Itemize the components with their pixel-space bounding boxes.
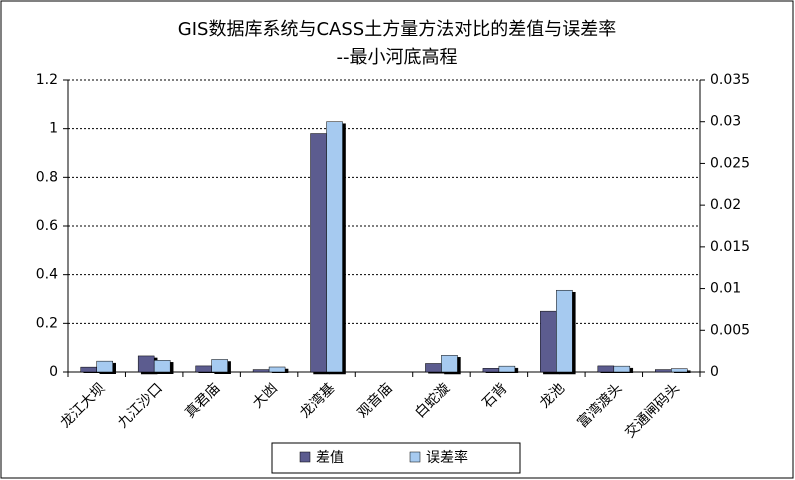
legend-swatch	[299, 451, 311, 463]
bar	[597, 365, 615, 373]
legend-swatch	[409, 451, 421, 463]
y2-tick-label: 0	[710, 364, 719, 380]
bar	[80, 366, 97, 373]
y-tick-label: 1	[49, 121, 58, 137]
bar	[252, 369, 270, 373]
bar	[195, 365, 212, 373]
y-tick-label: 0.2	[36, 315, 58, 331]
bar	[671, 368, 688, 373]
bar	[441, 355, 458, 373]
bar	[556, 289, 573, 373]
bar	[310, 133, 327, 373]
bar	[137, 355, 155, 373]
bar	[540, 310, 557, 373]
y2-tick-label: 0.035	[710, 72, 750, 88]
bar	[96, 360, 113, 373]
y2-tick-label: 0.015	[710, 239, 750, 255]
bar	[153, 360, 171, 373]
chart-title: GIS数据库系统与CASS土方量方法对比的差值与误差率	[178, 19, 616, 40]
bar	[268, 366, 286, 373]
bar	[326, 121, 343, 373]
y-tick-label: 0.4	[36, 267, 58, 283]
y2-tick-label: 0.01	[710, 281, 741, 297]
y2-tick-label: 0.03	[710, 114, 741, 130]
chart-subtitle: --最小河底高程	[337, 47, 458, 68]
bar	[425, 363, 442, 373]
legend-label: 误差率	[426, 449, 468, 466]
bar	[655, 369, 672, 373]
legend-box	[271, 442, 521, 474]
bar	[498, 365, 516, 373]
bar	[482, 368, 500, 373]
y-tick-label: 0	[49, 364, 58, 380]
y2-tick-label: 0.02	[710, 197, 741, 213]
bar	[613, 365, 631, 373]
y-tick-label: 0.6	[36, 218, 58, 234]
y2-tick-label: 0.025	[710, 155, 750, 171]
legend-label: 差值	[316, 450, 344, 466]
y-tick-label: 1.2	[36, 72, 58, 88]
y2-tick-label: 0.005	[710, 322, 750, 338]
y-tick-label: 0.8	[36, 169, 58, 185]
bar	[211, 359, 228, 373]
